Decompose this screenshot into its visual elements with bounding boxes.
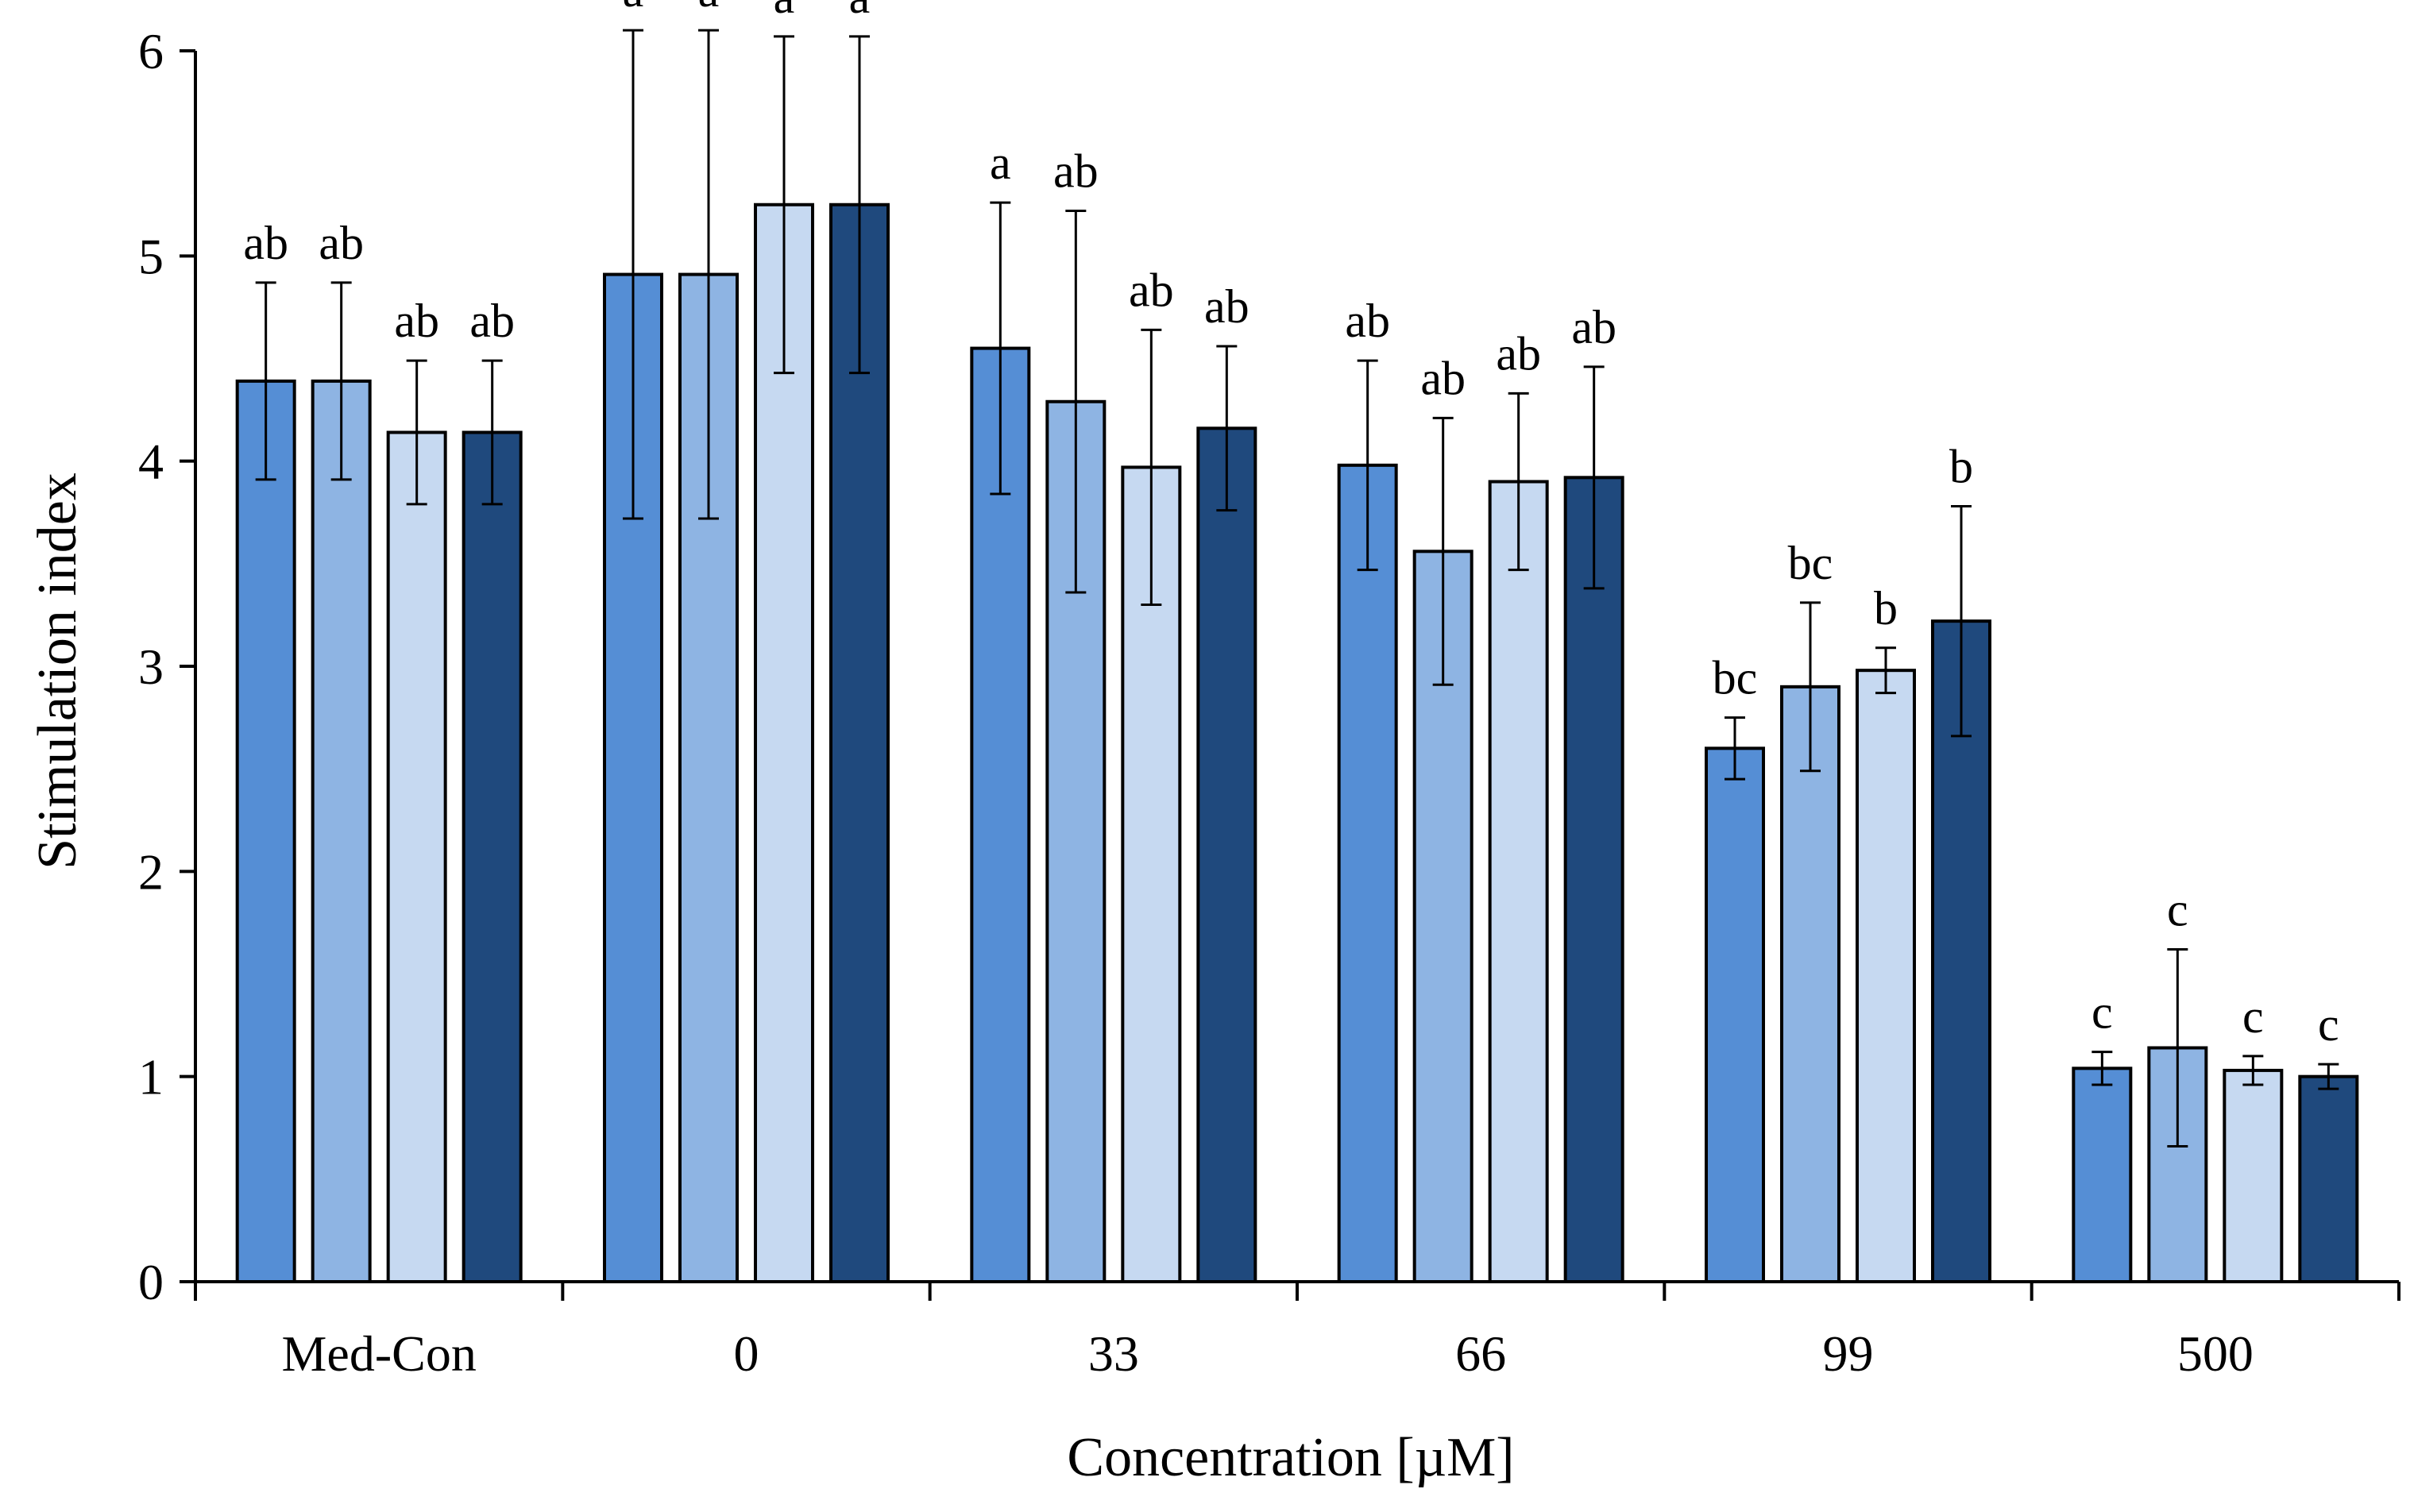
error-bars-layer: [255, 29, 2339, 1148]
significance-label: ab: [1129, 264, 1174, 316]
y-tick-label: 1: [138, 1049, 164, 1105]
significance-label: c: [2318, 998, 2339, 1051]
significance-label: a: [774, 0, 795, 23]
significance-label: a: [990, 137, 1011, 189]
y-tick-label: 3: [138, 638, 164, 695]
x-axis-title: Concentration [µM]: [1067, 1427, 1514, 1488]
significance-label: ab: [243, 217, 288, 269]
x-tick-label: 99: [1823, 1325, 1874, 1382]
bar: [235, 379, 296, 1284]
bar: [1563, 476, 1624, 1283]
significance-label: ab: [1496, 327, 1541, 380]
ticks-layer: 0 1 2 3 4 5 6 Med-Con 0 33 66 99 500: [138, 23, 2400, 1382]
x-tick-label: Med-Con: [282, 1325, 477, 1382]
y-tick-label: 6: [138, 23, 164, 79]
bar: [1705, 746, 1765, 1283]
significance-label: c: [2242, 990, 2264, 1043]
bars-layer: [235, 202, 2359, 1284]
significance-label: a: [623, 0, 644, 17]
y-tick-label: 5: [138, 228, 164, 284]
x-tick-label: 0: [734, 1325, 759, 1382]
bar: [311, 379, 372, 1284]
bar: [2298, 1074, 2359, 1283]
significance-label: b: [1949, 441, 1973, 493]
significance-label: a: [698, 0, 720, 17]
axes-layer: [194, 51, 2399, 1283]
significance-label: b: [1874, 582, 1898, 634]
significance-label: c: [2167, 884, 2188, 936]
bar: [2072, 1066, 2133, 1284]
significance-label: ab: [1420, 352, 1466, 404]
significance-label: ab: [319, 217, 364, 269]
y-axis-title: Stimulation index: [27, 472, 88, 870]
bar: [386, 430, 447, 1283]
significance-label: ab: [469, 295, 515, 347]
bar: [462, 430, 523, 1283]
significance-label: bc: [1713, 652, 1758, 704]
bar: [829, 202, 890, 1283]
bar: [2223, 1068, 2284, 1283]
significance-label: a: [849, 0, 871, 23]
y-tick-label: 4: [138, 434, 164, 490]
significance-label: ab: [394, 295, 439, 347]
x-tick-label: 33: [1088, 1325, 1139, 1382]
bar: [1856, 669, 1916, 1283]
significance-labels-layer: ababababaaaaaabababababababbcbcbbcccc: [243, 0, 2339, 1051]
y-tick-label: 0: [138, 1254, 164, 1310]
significance-label: c: [2091, 986, 2113, 1039]
bar: [1780, 685, 1840, 1283]
significance-label: bc: [1788, 537, 1833, 589]
y-tick-label: 2: [138, 843, 164, 900]
significance-label: ab: [1204, 280, 1249, 333]
bar: [1488, 480, 1549, 1283]
bar: [1337, 463, 1398, 1283]
bar: [1196, 426, 1257, 1283]
significance-label: ab: [1053, 145, 1099, 198]
significance-label: ab: [1571, 301, 1616, 353]
x-tick-label: 500: [2177, 1325, 2254, 1382]
x-tick-label: 66: [1455, 1325, 1506, 1382]
significance-label: ab: [1345, 295, 1390, 347]
